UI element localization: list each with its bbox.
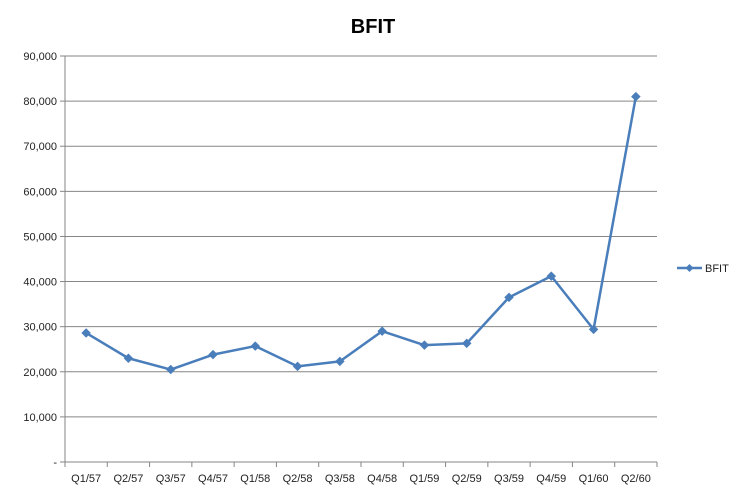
x-tick-label: Q3/58 xyxy=(325,473,355,485)
data-point xyxy=(165,364,176,375)
x-tick-label: Q2/57 xyxy=(113,473,143,485)
data-point xyxy=(546,271,557,281)
legend-label: BFIT xyxy=(705,263,729,275)
y-tick-label: 90,000 xyxy=(23,51,57,63)
x-tick-label: Q2/60 xyxy=(621,473,651,485)
data-point xyxy=(335,356,345,367)
data-point xyxy=(377,326,387,337)
data-point xyxy=(250,341,261,351)
x-tick-labels: Q1/57 Q2/57 Q3/57 Q4/57 Q1/58 Q2/58 Q3/58 Q4/58… xyxy=(71,473,651,485)
series-group xyxy=(81,91,641,375)
x-tick-label: Q3/59 xyxy=(494,473,524,485)
y-tick-label: 50,000 xyxy=(23,231,57,243)
data-point xyxy=(208,349,218,360)
gridlines xyxy=(60,55,657,463)
x-tick-label: Q1/60 xyxy=(579,473,609,485)
legend-marker xyxy=(685,264,694,272)
y-tick-labels: - 10,000 20,000 30,000 40,000 50,000 60,000 70,… xyxy=(23,51,57,469)
y-tick-label: 20,000 xyxy=(23,367,57,379)
chart-title: BFIT xyxy=(351,16,395,38)
x-tick-label: Q1/57 xyxy=(71,473,101,485)
y-tick-label: 30,000 xyxy=(23,322,57,334)
data-point xyxy=(292,361,303,372)
data-point xyxy=(588,324,599,335)
y-tick-label: 40,000 xyxy=(23,277,57,289)
data-point xyxy=(504,292,514,303)
x-tick-label: Q2/59 xyxy=(452,473,482,485)
x-tick-label: Q3/57 xyxy=(156,473,186,485)
y-tick-label: 60,000 xyxy=(23,186,57,198)
x-tick-label: Q2/58 xyxy=(283,473,313,485)
y-tick-label: 10,000 xyxy=(23,412,57,424)
x-tick-label: Q1/58 xyxy=(240,473,270,485)
axes xyxy=(64,56,658,467)
data-point xyxy=(81,328,91,338)
data-point xyxy=(123,353,134,364)
x-tick-label: Q4/58 xyxy=(367,473,397,485)
x-tick-label: Q1/59 xyxy=(409,473,439,485)
x-tick-label: Q4/59 xyxy=(536,473,566,485)
legend: BFIT xyxy=(677,263,729,275)
data-point xyxy=(631,91,641,102)
data-point xyxy=(461,338,472,349)
y-tick-label: 70,000 xyxy=(23,141,57,153)
y-tick-label: 80,000 xyxy=(23,96,57,108)
series-line xyxy=(85,96,638,371)
x-tick-label: Q4/57 xyxy=(198,473,228,485)
data-point xyxy=(419,340,430,351)
y-tick-label: - xyxy=(53,457,57,469)
